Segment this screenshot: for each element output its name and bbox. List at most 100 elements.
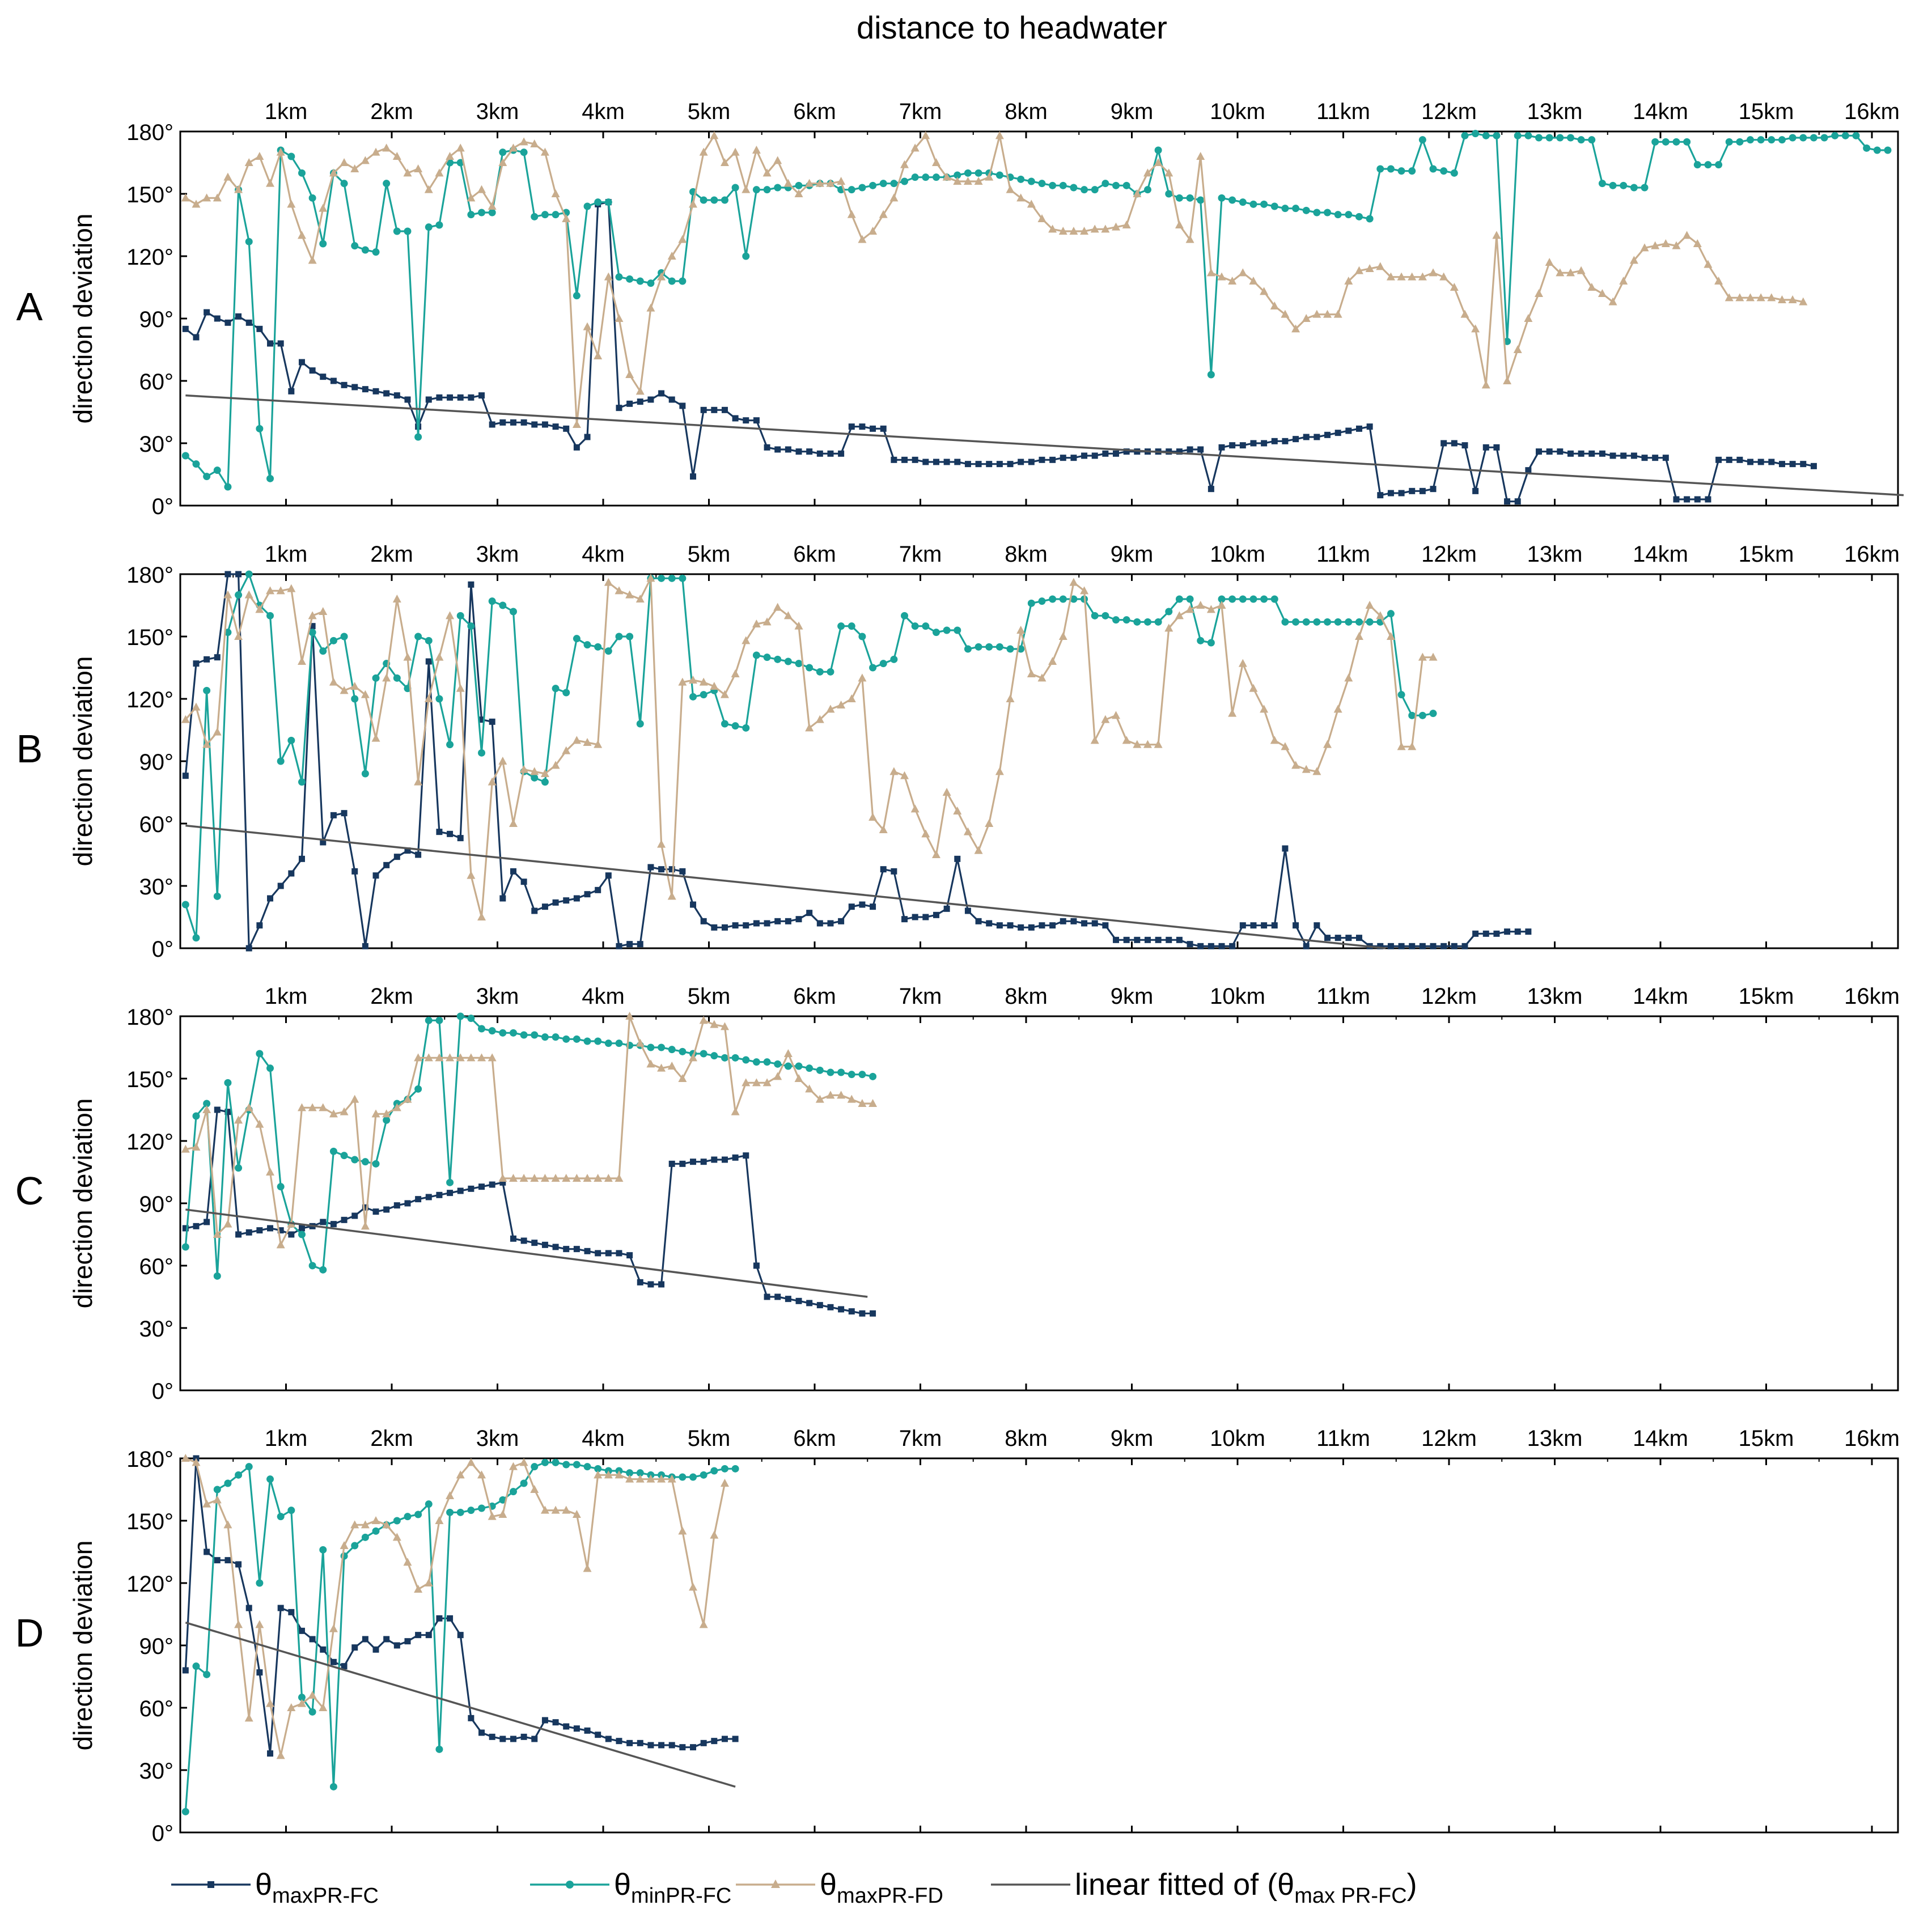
data-point	[214, 654, 221, 661]
x-tick-label: 10km	[1210, 542, 1265, 567]
data-point	[393, 854, 400, 860]
data-point	[256, 425, 264, 432]
data-point	[625, 1012, 634, 1020]
data-point	[742, 724, 750, 732]
data-point	[350, 682, 359, 690]
data-point	[646, 1474, 655, 1483]
data-point	[742, 185, 751, 193]
data-point	[1354, 266, 1363, 274]
data-point	[245, 1229, 252, 1236]
data-point	[721, 924, 728, 931]
data-point	[1408, 167, 1416, 175]
data-point	[583, 202, 591, 210]
data-point	[753, 417, 760, 424]
data-point	[350, 164, 359, 172]
data-point	[1250, 440, 1257, 447]
data-point	[953, 177, 962, 185]
series-maxpr-fd	[181, 131, 1808, 428]
data-point	[519, 137, 528, 146]
data-point	[329, 1624, 338, 1632]
data-point	[1250, 922, 1257, 929]
data-point	[667, 1062, 676, 1070]
x-tick-label: 5km	[688, 1426, 731, 1451]
data-point	[276, 586, 285, 595]
data-point	[477, 913, 486, 920]
data-point	[604, 272, 613, 281]
data-point	[848, 622, 855, 630]
data-point	[901, 612, 909, 620]
data-point	[276, 1751, 285, 1759]
data-point	[457, 1632, 464, 1639]
y-tick-label: 150°	[126, 625, 173, 650]
data-point	[1208, 486, 1214, 493]
data-point	[689, 693, 697, 701]
data-point	[478, 1183, 485, 1190]
data-point	[362, 1636, 368, 1643]
data-point	[1314, 434, 1320, 440]
data-point	[1577, 266, 1586, 274]
x-tick-label: 13km	[1527, 99, 1583, 124]
data-point	[1429, 268, 1438, 277]
data-point	[1134, 936, 1141, 943]
data-point	[595, 886, 601, 893]
data-point	[679, 868, 686, 875]
data-point	[838, 450, 845, 457]
data-point	[267, 340, 274, 347]
data-point	[647, 1281, 654, 1288]
data-point	[827, 1304, 834, 1310]
data-point	[213, 892, 221, 900]
data-point	[1176, 936, 1183, 943]
data-point	[805, 1084, 814, 1093]
data-point	[1070, 184, 1078, 192]
data-point	[1694, 496, 1701, 503]
data-point	[276, 1240, 285, 1249]
data-point	[604, 1040, 612, 1047]
data-point	[1418, 136, 1426, 144]
data-point	[202, 1499, 211, 1508]
data-point	[699, 677, 708, 686]
data-point	[1217, 601, 1226, 609]
data-point	[890, 655, 898, 663]
data-point	[541, 1458, 549, 1466]
data-point	[1440, 943, 1447, 949]
data-point	[468, 1715, 474, 1721]
data-point	[468, 394, 474, 401]
data-point	[319, 240, 327, 248]
data-point	[234, 1115, 243, 1124]
y-tick-label: 90°	[139, 1192, 174, 1217]
data-point	[499, 149, 507, 156]
data-point	[625, 370, 634, 378]
data-point	[1313, 618, 1321, 626]
data-point	[922, 914, 929, 920]
data-point	[1366, 215, 1374, 223]
data-point	[573, 1246, 580, 1253]
data-point	[531, 1240, 538, 1246]
data-point	[1651, 138, 1659, 146]
x-tick-label: 7km	[899, 542, 942, 567]
data-point	[447, 830, 454, 837]
data-point	[1387, 943, 1394, 949]
data-point	[309, 1636, 316, 1643]
y-tick-label: 120°	[126, 1130, 173, 1155]
data-point	[1767, 293, 1776, 302]
y-tick-label: 30°	[139, 1759, 174, 1784]
data-point	[530, 767, 539, 775]
data-point	[1060, 918, 1066, 924]
data-point	[309, 367, 316, 374]
data-point	[362, 386, 368, 393]
data-point	[1747, 136, 1755, 144]
data-point	[635, 1038, 645, 1047]
data-point	[1312, 767, 1321, 775]
data-point	[372, 674, 380, 682]
data-point	[446, 1178, 454, 1186]
data-point	[245, 945, 252, 952]
data-point	[625, 1474, 634, 1483]
data-point	[1260, 595, 1268, 603]
data-point	[573, 895, 580, 902]
y-tick-label: 0°	[152, 494, 173, 519]
data-point	[371, 733, 380, 742]
data-point	[467, 211, 475, 219]
data-point	[995, 767, 1004, 775]
data-point	[308, 1103, 317, 1111]
data-point	[1187, 941, 1193, 948]
